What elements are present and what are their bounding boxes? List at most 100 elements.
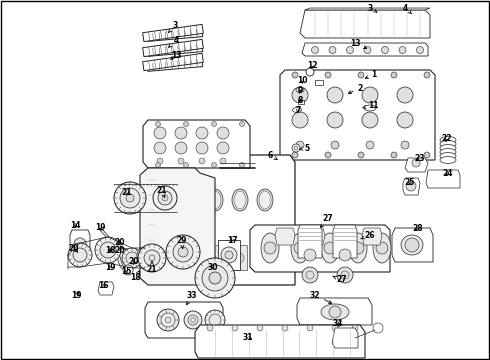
Circle shape	[120, 188, 140, 208]
Ellipse shape	[257, 189, 273, 211]
Text: 17: 17	[227, 235, 237, 244]
Polygon shape	[302, 43, 428, 56]
Circle shape	[366, 141, 374, 149]
Polygon shape	[426, 170, 460, 188]
Polygon shape	[70, 230, 90, 258]
Ellipse shape	[349, 233, 367, 263]
Polygon shape	[305, 228, 325, 245]
Circle shape	[405, 238, 419, 252]
Circle shape	[183, 122, 189, 126]
Circle shape	[329, 306, 341, 318]
Circle shape	[332, 325, 338, 331]
Circle shape	[257, 325, 263, 331]
Circle shape	[325, 72, 331, 78]
Circle shape	[397, 112, 413, 128]
Polygon shape	[193, 155, 295, 285]
Circle shape	[178, 247, 188, 257]
Circle shape	[312, 46, 318, 54]
Text: 4: 4	[169, 36, 179, 48]
Circle shape	[240, 162, 245, 167]
Circle shape	[424, 152, 430, 158]
Circle shape	[95, 237, 121, 263]
Ellipse shape	[209, 191, 221, 209]
Circle shape	[209, 272, 221, 284]
Ellipse shape	[293, 108, 301, 113]
Circle shape	[157, 309, 179, 331]
Text: 20: 20	[109, 246, 125, 255]
Polygon shape	[140, 168, 215, 285]
Polygon shape	[143, 53, 203, 71]
Circle shape	[221, 247, 237, 263]
Circle shape	[397, 87, 413, 103]
Text: 25: 25	[405, 177, 415, 186]
Circle shape	[73, 248, 87, 262]
Polygon shape	[305, 8, 430, 10]
Circle shape	[406, 181, 416, 191]
Circle shape	[296, 141, 304, 149]
Circle shape	[339, 249, 351, 261]
Circle shape	[158, 191, 172, 205]
Circle shape	[122, 248, 142, 268]
Bar	[287, 245, 303, 270]
Circle shape	[212, 162, 217, 167]
Circle shape	[341, 271, 349, 279]
Circle shape	[391, 152, 397, 158]
Circle shape	[358, 152, 364, 158]
Circle shape	[306, 271, 314, 279]
Circle shape	[206, 253, 216, 263]
Circle shape	[183, 162, 189, 167]
Circle shape	[290, 253, 300, 263]
Text: 20: 20	[129, 257, 139, 266]
Ellipse shape	[401, 235, 423, 255]
Circle shape	[207, 325, 213, 331]
Text: 19: 19	[95, 222, 105, 231]
Text: 21: 21	[147, 261, 157, 274]
Circle shape	[153, 186, 177, 210]
Text: 13: 13	[350, 39, 367, 49]
Text: 23: 23	[415, 153, 425, 162]
Bar	[218, 240, 240, 270]
Text: 11: 11	[363, 100, 378, 109]
Circle shape	[331, 141, 339, 149]
Circle shape	[217, 142, 229, 154]
Circle shape	[74, 238, 86, 250]
Circle shape	[307, 325, 313, 331]
Circle shape	[184, 311, 202, 329]
Ellipse shape	[261, 233, 279, 263]
Circle shape	[157, 158, 163, 164]
Circle shape	[100, 242, 116, 258]
Polygon shape	[195, 325, 365, 358]
Polygon shape	[250, 225, 390, 272]
Circle shape	[292, 152, 298, 158]
Ellipse shape	[364, 105, 376, 111]
Text: 19: 19	[71, 291, 81, 300]
Circle shape	[358, 72, 364, 78]
Text: 7: 7	[295, 105, 301, 114]
Text: 31: 31	[243, 333, 253, 342]
Circle shape	[264, 242, 276, 254]
Polygon shape	[362, 228, 382, 245]
Text: 6: 6	[268, 150, 277, 159]
Ellipse shape	[321, 304, 349, 320]
Text: 3: 3	[368, 4, 377, 13]
Circle shape	[114, 182, 146, 214]
Circle shape	[324, 242, 336, 254]
Circle shape	[364, 46, 371, 54]
Bar	[315, 80, 323, 85]
Text: 15: 15	[121, 267, 131, 276]
Ellipse shape	[232, 189, 248, 211]
Bar	[298, 100, 304, 104]
Circle shape	[306, 68, 314, 76]
Circle shape	[155, 162, 161, 167]
Circle shape	[391, 72, 397, 78]
Ellipse shape	[440, 153, 456, 159]
Circle shape	[292, 72, 298, 78]
Circle shape	[137, 247, 153, 263]
Circle shape	[282, 325, 288, 331]
Text: 18: 18	[105, 246, 115, 255]
Polygon shape	[100, 230, 133, 250]
Circle shape	[188, 315, 198, 325]
Circle shape	[165, 317, 171, 323]
Text: 19: 19	[105, 264, 115, 273]
Circle shape	[373, 323, 383, 333]
